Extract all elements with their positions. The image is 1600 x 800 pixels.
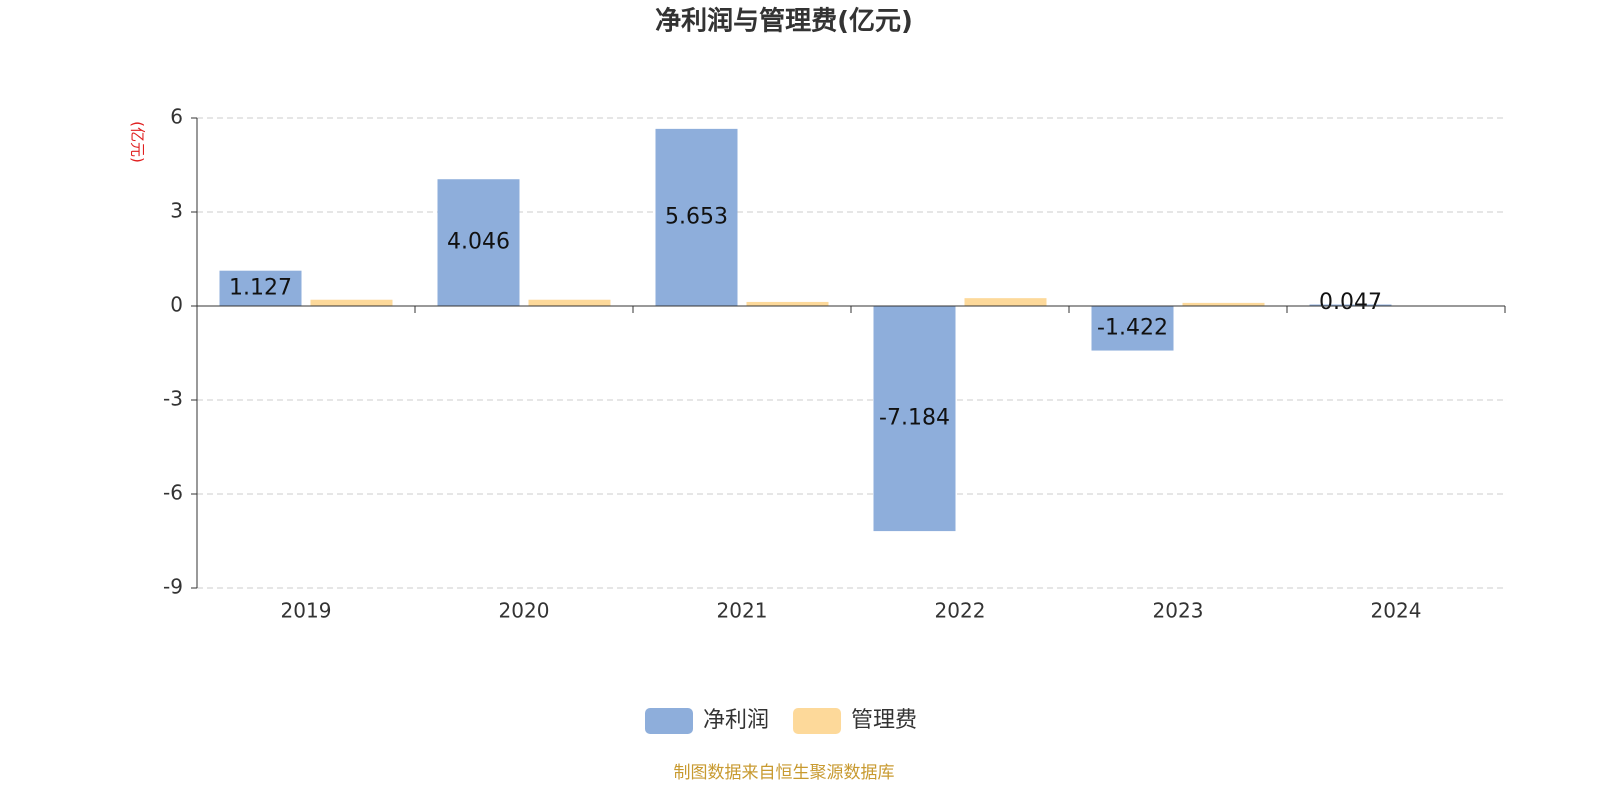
- bar: [528, 299, 611, 306]
- x-tick-label: 2024: [1371, 599, 1422, 623]
- bar: [437, 179, 520, 306]
- data-label: 5.653: [665, 204, 728, 229]
- x-tick-label: 2022: [935, 599, 986, 623]
- legend-label: 管理费: [851, 708, 917, 733]
- bar: [964, 298, 1047, 306]
- bar: [310, 299, 393, 306]
- bar: [219, 270, 302, 306]
- y-tick-label: 0: [170, 293, 183, 317]
- data-label: -1.422: [1097, 315, 1168, 340]
- x-tick-label: 2021: [717, 599, 768, 623]
- y-tick-label: -6: [163, 481, 183, 505]
- x-tick-label: 2023: [1153, 599, 1204, 623]
- bar: [1309, 304, 1392, 306]
- bar: [655, 128, 738, 306]
- y-tick-label: 3: [170, 199, 183, 223]
- x-tick-label: 2019: [281, 599, 332, 623]
- y-tick-label: -9: [163, 575, 183, 599]
- source-note: 制图数据来自恒生聚源数据库: [674, 763, 895, 783]
- y-axis-label: (亿元): [129, 121, 147, 163]
- bar: [1182, 302, 1265, 306]
- bar: [746, 301, 829, 306]
- y-tick-label: 6: [170, 105, 183, 129]
- data-label: 4.046: [447, 230, 510, 255]
- data-label: 1.127: [229, 275, 292, 300]
- data-label: -7.184: [879, 406, 950, 431]
- chart-title: 净利润与管理费(亿元): [655, 6, 913, 37]
- y-tick-label: -3: [163, 387, 183, 411]
- bar: [1091, 306, 1174, 351]
- x-tick-label: 2020: [499, 599, 550, 623]
- legend-swatch: [645, 708, 693, 734]
- legend-label: 净利润: [703, 708, 769, 733]
- legend-swatch: [793, 708, 842, 734]
- data-label: 0.047: [1319, 290, 1382, 315]
- bar: [873, 306, 956, 532]
